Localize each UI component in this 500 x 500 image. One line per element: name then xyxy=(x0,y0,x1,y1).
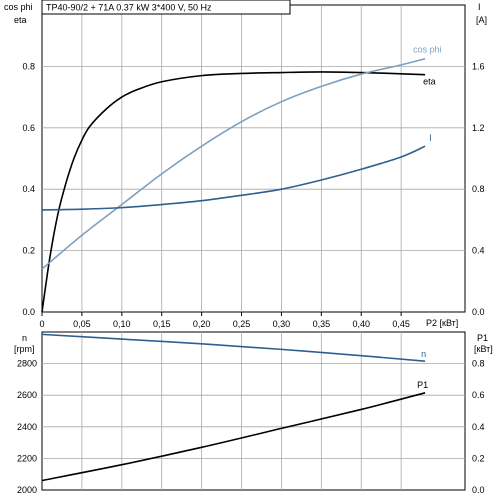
series-label-i: I xyxy=(429,133,432,143)
y-right-label-top-2: [A] xyxy=(476,15,487,25)
top-series-group: eta cos phi I xyxy=(41,45,442,313)
y-left-tick-label-top: 0.0 xyxy=(22,307,35,317)
y-left-label-bottom-2: [rpm] xyxy=(14,344,35,354)
y-left-tick-label-top: 0.8 xyxy=(22,61,35,71)
series-line-eta xyxy=(41,71,426,313)
y-right-tick-label-top: 0.4 xyxy=(472,246,485,256)
y-left-tick-label-bottom: 2000 xyxy=(17,485,37,495)
series-label-p1: P1 xyxy=(417,380,428,390)
y-right-tick-label-top: 0.0 xyxy=(472,307,485,317)
y-left-tick-label-top: 0.4 xyxy=(22,184,35,194)
y-left-tick-label-bottom: 2800 xyxy=(17,359,37,369)
y-left-tick-label-bottom: 2200 xyxy=(17,453,37,463)
x-tick-label: 0,10 xyxy=(113,319,131,329)
series-line-p1 xyxy=(41,392,426,482)
bottom-grid xyxy=(42,332,465,490)
y-left-label-top-1: cos phi xyxy=(4,2,33,12)
y-right-label-top-1: I xyxy=(478,2,481,12)
bottom-tick-labels: 2000 2200 2400 2600 2800 0.0 0.2 0.4 0.6 0.8 xyxy=(17,359,485,495)
x-tick-label: 0,20 xyxy=(193,319,211,329)
x-tick-label: 0,15 xyxy=(153,319,171,329)
y-left-tick-label-top: 0.2 xyxy=(22,246,35,256)
top-grid xyxy=(41,5,465,316)
y-right-tick-label-top: 1.6 xyxy=(472,61,485,71)
chart-title: TP40-90/2 + 71A 0.37 kW 3*400 V, 50 Hz xyxy=(46,3,212,13)
y-right-tick-label-bottom: 0.2 xyxy=(472,453,485,463)
x-axis-label: P2 [кВт] xyxy=(426,318,458,328)
y-right-label-bottom-2: [кВт] xyxy=(474,344,493,354)
series-label-cos-phi: cos phi xyxy=(413,45,442,55)
y-left-label-bottom-1: n xyxy=(22,333,27,343)
chart-title-box xyxy=(41,0,291,15)
y-left-tick-label-bottom: 2600 xyxy=(17,390,37,400)
y-left-tick-label-top: 0.6 xyxy=(22,123,35,133)
y-right-tick-label-top: 0.8 xyxy=(472,184,485,194)
y-right-tick-label-bottom: 0.0 xyxy=(472,485,485,495)
series-line-n xyxy=(41,333,426,363)
series-line-i xyxy=(41,145,426,211)
y-right-tick-label-bottom: 0.4 xyxy=(472,422,485,432)
top-tick-labels: 0 0,05 0,10 0,15 0,20 0,25 0,30 0,35 0,40 0,45 0.0… xyxy=(22,61,484,329)
y-right-tick-label-bottom: 0.8 xyxy=(472,359,485,369)
y-right-tick-label-top: 1.2 xyxy=(472,123,485,133)
series-label-n: n xyxy=(421,349,426,359)
y-right-tick-label-bottom: 0.6 xyxy=(472,390,485,400)
x-tick-label: 0,05 xyxy=(73,319,91,329)
y-left-label-top-2: eta xyxy=(14,15,27,25)
series-label-eta: eta xyxy=(423,77,436,87)
x-tick-label: 0,45 xyxy=(392,319,410,329)
x-tick-label: 0,25 xyxy=(233,319,251,329)
x-tick-label: 0,30 xyxy=(273,319,291,329)
series-line-cos-phi xyxy=(41,57,426,270)
bottom-series-group: n P1 xyxy=(41,333,428,482)
x-tick-label: 0,35 xyxy=(313,319,331,329)
y-left-tick-label-bottom: 2400 xyxy=(17,422,37,432)
x-tick-label: 0 xyxy=(39,319,44,329)
y-right-label-bottom-1: P1 xyxy=(477,333,488,343)
x-tick-label: 0,40 xyxy=(352,319,370,329)
